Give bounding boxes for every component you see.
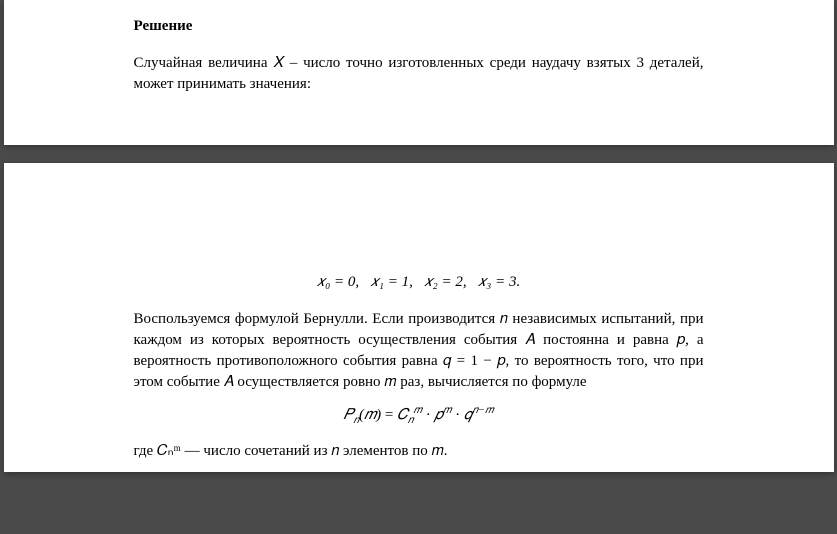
formula-C: 𝐶: [397, 407, 408, 423]
formula-q: 𝑞: [464, 407, 472, 423]
formula-p: 𝑝: [434, 407, 442, 423]
x0-value: 𝑥₀ = 0,: [317, 274, 359, 290]
bernoulli-paragraph: Воспользуемся формулой Бернулли. Если пр…: [134, 309, 704, 393]
closing-paragraph: где 𝐶ₙᵐ — число сочетаний из 𝑛 элементов…: [134, 441, 704, 462]
formula-nm-sup: 𝑛−𝑚: [472, 405, 493, 416]
formula-dot1: ·: [422, 407, 435, 423]
page-bottom: 𝑥₀ = 0, 𝑥₁ = 1, 𝑥₂ = 2, 𝑥₃ = 3. Воспольз…: [4, 163, 834, 472]
bernoulli-formula: 𝑃𝑛(𝑚) = 𝐶𝑛𝑚 · 𝑝𝑚 · 𝑞𝑛−𝑚: [134, 405, 704, 427]
formula-P: 𝑃: [344, 407, 354, 423]
formula-dot2: ·: [451, 407, 464, 423]
formula-n-sub2: 𝑛: [408, 415, 414, 426]
intro-paragraph: Случайная величина 𝑋 – число точно изгот…: [134, 53, 704, 95]
formula-m-sup: 𝑚: [413, 405, 422, 416]
formula-m-arg: (𝑚): [359, 407, 381, 423]
solution-heading: Решение: [134, 18, 704, 35]
formula-eq: =: [381, 407, 397, 423]
x1-value: 𝑥₁ = 1,: [370, 274, 412, 290]
x2-value: 𝑥₂ = 2,: [424, 274, 466, 290]
x3-value: 𝑥₃ = 3.: [478, 274, 520, 290]
x-values-equation: 𝑥₀ = 0, 𝑥₁ = 1, 𝑥₂ = 2, 𝑥₃ = 3.: [134, 273, 704, 291]
page-top: Решение Случайная величина 𝑋 – число точ…: [4, 0, 834, 145]
